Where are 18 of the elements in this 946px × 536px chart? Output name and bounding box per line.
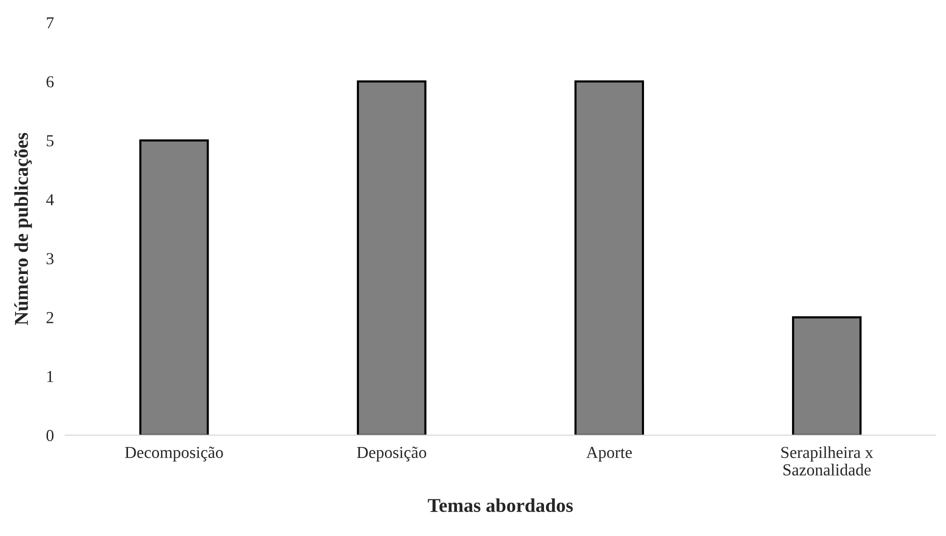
y-tick-label: 7 [46,17,54,28]
y-tick-label: 6 [46,76,54,88]
y-tick-label: 5 [46,135,54,146]
x-axis-title: Temas abordados [428,498,573,512]
y-tick-label: 3 [46,253,54,264]
y-tick-label: 0 [46,430,54,442]
x-tick-label: Serapilheira x Sazonalidade [781,446,874,476]
bar [139,139,209,436]
y-tick-label: 4 [46,194,54,206]
x-tick-label: Decomposição [125,446,223,462]
y-tick-label: 1 [47,371,54,382]
x-tick-label: Deposição [356,446,426,462]
bar [792,316,862,436]
x-tick-label: Aporte [586,446,632,462]
bar [574,80,644,436]
bar [356,80,426,436]
y-axis-title: Número de publicações [14,132,32,326]
y-tick-label: 2 [46,312,54,324]
